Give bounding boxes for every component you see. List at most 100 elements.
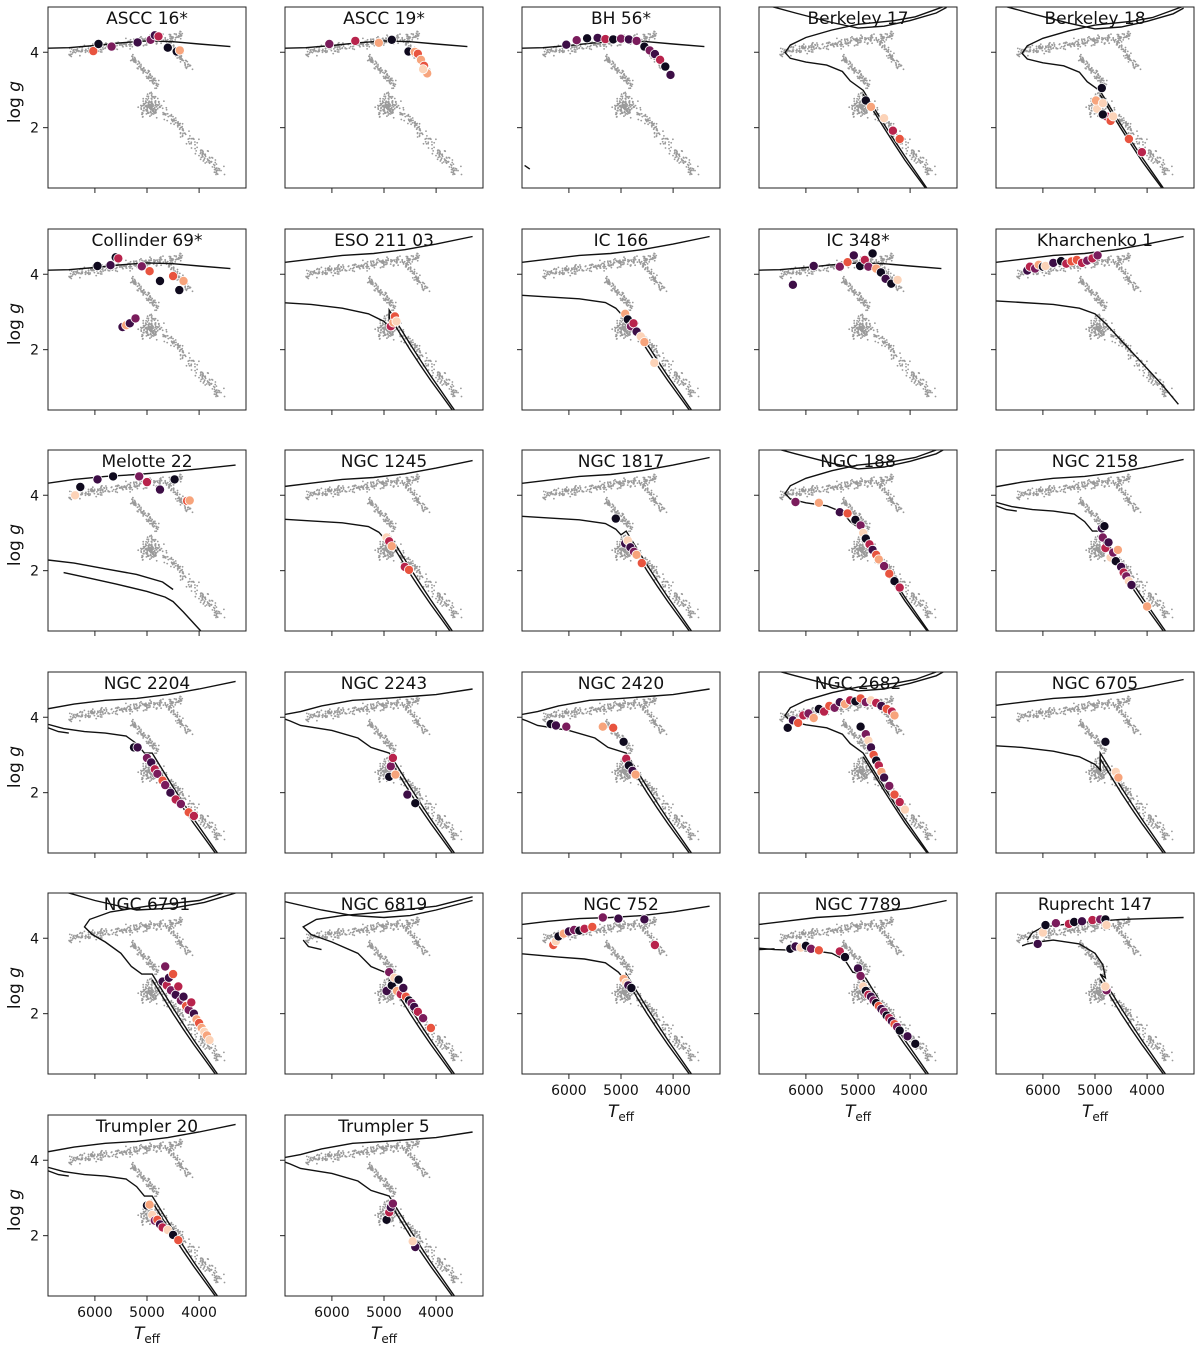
background-star: [647, 118, 649, 120]
background-star: [154, 326, 157, 329]
background-star: [544, 48, 547, 50]
background-star: [155, 82, 158, 85]
background-star: [865, 111, 868, 113]
background-star: [399, 113, 402, 116]
background-star: [1124, 46, 1127, 49]
background-star: [194, 141, 196, 143]
background-star: [414, 35, 417, 37]
background-star: [435, 376, 437, 379]
background-star: [408, 119, 411, 121]
background-star: [174, 339, 177, 341]
background-star: [808, 50, 811, 53]
background-star: [863, 41, 866, 43]
background-star: [620, 99, 623, 101]
background-star: [1124, 122, 1127, 124]
background-star: [862, 75, 865, 78]
background-star: [687, 164, 690, 167]
background-star: [151, 102, 154, 105]
background-star: [1161, 164, 1164, 167]
background-star: [858, 97, 861, 100]
background-star: [153, 106, 156, 109]
background-star: [174, 258, 177, 261]
background-star: [457, 391, 459, 394]
background-star: [140, 104, 142, 107]
background-star: [885, 39, 888, 41]
background-star: [1130, 59, 1133, 62]
background-star: [881, 41, 884, 44]
background-star: [157, 79, 160, 82]
background-star: [1016, 47, 1019, 50]
background-star: [377, 68, 380, 70]
background-star: [395, 260, 398, 263]
background-star: [453, 391, 456, 394]
background-star: [116, 270, 119, 273]
background-star: [1161, 166, 1164, 169]
background-star: [131, 277, 133, 280]
background-star: [669, 150, 672, 152]
background-star: [156, 97, 159, 100]
background-star: [125, 265, 128, 268]
background-star: [1105, 83, 1108, 86]
background-star: [779, 53, 781, 56]
background-star: [388, 75, 391, 78]
background-star: [1159, 166, 1162, 168]
background-star: [387, 107, 390, 109]
background-star: [87, 271, 90, 274]
background-star: [169, 337, 171, 339]
background-star: [176, 279, 179, 281]
background-star: [149, 115, 151, 118]
background-star: [626, 103, 628, 106]
background-star: [893, 52, 895, 55]
background-star: [152, 78, 155, 81]
background-star: [1124, 48, 1127, 51]
background-star: [1086, 37, 1089, 39]
background-star: [153, 319, 156, 322]
background-star: [138, 62, 141, 65]
background-star: [385, 76, 388, 78]
background-star: [890, 37, 893, 40]
background-star: [150, 114, 153, 116]
background-star: [1124, 124, 1127, 127]
background-star: [158, 103, 161, 105]
background-star: [178, 254, 181, 257]
background-star: [162, 261, 165, 263]
background-star: [414, 257, 417, 259]
background-star: [421, 132, 423, 135]
background-star: [387, 336, 390, 338]
background-star: [380, 260, 383, 262]
background-star: [654, 35, 656, 37]
background-star: [658, 132, 660, 135]
background-star: [73, 270, 75, 273]
background-star: [653, 136, 656, 138]
background-star: [199, 158, 202, 161]
background-star: [384, 333, 386, 336]
background-star: [865, 77, 867, 80]
background-star: [379, 72, 381, 74]
background-star: [383, 315, 386, 318]
background-star: [1045, 50, 1048, 53]
background-star: [179, 353, 182, 356]
background-star: [1041, 46, 1044, 49]
background-star: [887, 122, 890, 124]
background-star: [1095, 41, 1098, 44]
background-star: [866, 116, 869, 119]
background-star: [415, 124, 418, 126]
background-star: [370, 260, 372, 262]
background-star: [849, 37, 852, 39]
background-star: [1163, 172, 1166, 175]
background-star: [433, 141, 436, 144]
background-star: [146, 108, 149, 111]
background-star: [629, 116, 632, 119]
background-star: [558, 51, 561, 54]
background-star: [893, 59, 896, 62]
background-dots: [305, 30, 463, 176]
background-star: [441, 162, 444, 164]
background-star: [151, 334, 154, 337]
background-star: [310, 273, 313, 275]
background-star: [177, 257, 180, 259]
background-star: [625, 108, 628, 111]
background-star: [431, 152, 434, 155]
background-star: [172, 115, 174, 118]
background-star: [393, 104, 396, 106]
background-star: [320, 266, 323, 269]
